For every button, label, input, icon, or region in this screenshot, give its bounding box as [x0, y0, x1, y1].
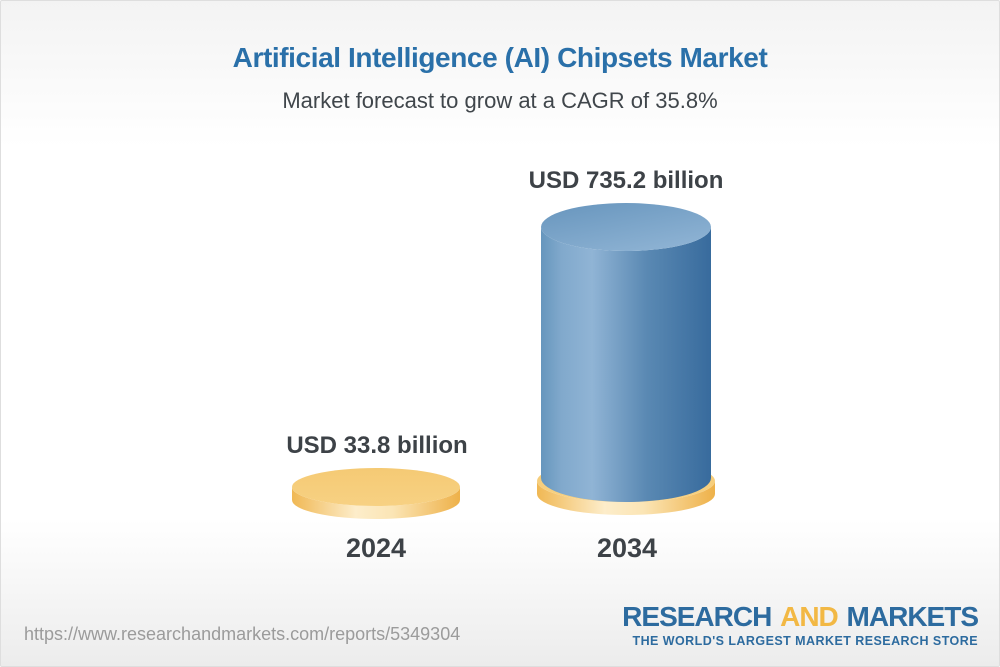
- value-label-2034: USD 735.2 billion: [528, 167, 724, 194]
- logo-word-and: AND: [780, 601, 839, 632]
- logo-wordmark: RESEARCH AND MARKETS: [622, 601, 979, 632]
- logo-tagline: THE WORLD'S LARGEST MARKET RESEARCH STOR…: [632, 634, 978, 649]
- category-label-2024: 2024: [345, 533, 407, 563]
- bar-2024-disc: [292, 468, 460, 519]
- logo-word-research: RESEARCH: [622, 601, 772, 632]
- page-title: Artificial Intelligence (AI) Chipsets Ma…: [232, 42, 768, 73]
- logo-word-markets: MARKETS: [846, 601, 979, 632]
- brand-logo: RESEARCH AND MARKETS THE WORLD'S LARGEST…: [622, 601, 979, 649]
- value-label-2024: USD 33.8 billion: [286, 432, 468, 459]
- report-url: https://www.researchandmarkets.com/repor…: [24, 624, 461, 644]
- category-label-2034: 2034: [596, 533, 658, 563]
- bar-2034-cylinder: [541, 203, 711, 502]
- page-subtitle: Market forecast to grow at a CAGR of 35.…: [282, 88, 718, 113]
